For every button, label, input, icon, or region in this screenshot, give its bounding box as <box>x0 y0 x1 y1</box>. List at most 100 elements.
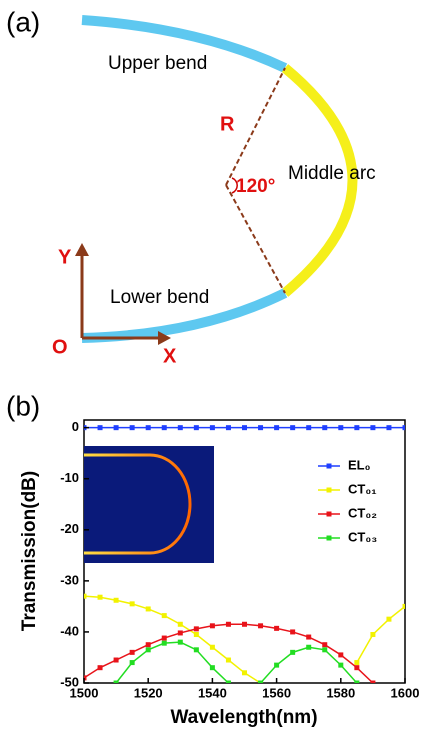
data-point <box>162 613 167 618</box>
radius-line <box>226 185 285 293</box>
data-point <box>306 635 311 640</box>
y-tick-label: 0 <box>72 419 79 434</box>
label: Upper bend <box>108 53 207 74</box>
legend-marker <box>327 536 332 541</box>
data-point <box>130 660 135 665</box>
y-tick-label: -20 <box>60 521 79 536</box>
data-point <box>194 647 199 652</box>
label: Lower bend <box>110 287 209 308</box>
y-tick-label: -30 <box>60 572 79 587</box>
data-point <box>306 425 311 430</box>
data-point <box>338 663 343 668</box>
data-point <box>130 601 135 606</box>
radius-line <box>226 68 285 185</box>
inset <box>84 446 214 563</box>
y-axis-title: Transmission(dB) <box>19 471 40 631</box>
data-point <box>370 425 375 430</box>
data-point <box>210 665 215 670</box>
data-point <box>130 650 135 655</box>
figure: (a) Upper bend R 120° Middle arc Y Lower… <box>0 0 425 733</box>
data-point <box>258 425 263 430</box>
data-point <box>114 681 119 686</box>
data-point <box>194 425 199 430</box>
data-point <box>370 632 375 637</box>
x-tick-label: 1600 <box>391 685 420 700</box>
data-point <box>114 425 119 430</box>
data-point <box>210 425 215 430</box>
data-point <box>114 598 119 603</box>
data-point <box>98 595 103 600</box>
data-point <box>403 604 408 609</box>
data-point <box>114 658 119 663</box>
data-point <box>162 641 167 646</box>
legend-label: CT₀₂ <box>348 505 377 520</box>
data-point <box>322 647 327 652</box>
data-point <box>146 647 151 652</box>
data-point <box>386 425 391 430</box>
legend-label: CT₀₃ <box>348 529 377 544</box>
data-point <box>338 652 343 657</box>
data-point <box>146 606 151 611</box>
arrow-head <box>75 243 89 256</box>
data-point <box>242 622 247 627</box>
data-point <box>98 665 103 670</box>
panel-label: (a) <box>6 6 40 37</box>
data-point <box>178 630 183 635</box>
data-point <box>258 623 263 628</box>
data-point <box>354 660 359 665</box>
data-point <box>162 636 167 641</box>
x-tick-label: 1520 <box>134 685 163 700</box>
data-point <box>194 626 199 631</box>
data-point <box>354 425 359 430</box>
label: Y <box>58 246 72 268</box>
data-point <box>242 425 247 430</box>
legend-label: CT₀₁ <box>348 481 377 496</box>
y-tick-label: -40 <box>60 623 79 638</box>
data-point <box>274 663 279 668</box>
label: R <box>220 113 235 135</box>
x-axis-title: Wavelength(nm) <box>170 707 317 728</box>
label: X <box>163 345 177 367</box>
data-point <box>242 670 247 675</box>
data-point <box>274 425 279 430</box>
data-point <box>146 642 151 647</box>
data-point <box>178 622 183 627</box>
label: O <box>52 336 68 358</box>
x-tick-label: 1560 <box>262 685 291 700</box>
data-point <box>370 681 375 686</box>
legend-marker <box>327 512 332 517</box>
data-point <box>146 425 151 430</box>
label: Middle arc <box>288 163 376 184</box>
data-point <box>130 425 135 430</box>
data-point <box>322 642 327 647</box>
data-point <box>194 632 199 637</box>
panel-label: (b) <box>6 390 40 421</box>
data-point <box>290 425 295 430</box>
y-tick-label: -50 <box>60 674 79 689</box>
data-point <box>178 640 183 645</box>
legend-marker <box>327 464 332 469</box>
series-line <box>116 642 357 683</box>
x-tick-label: 1540 <box>198 685 227 700</box>
data-point <box>210 645 215 650</box>
legend-marker <box>327 488 332 493</box>
data-point <box>306 645 311 650</box>
data-point <box>386 617 391 622</box>
data-point <box>338 425 343 430</box>
data-point <box>98 425 103 430</box>
data-point <box>274 626 279 631</box>
y-tick-label: -10 <box>60 470 79 485</box>
data-point <box>354 665 359 670</box>
data-point <box>226 425 231 430</box>
data-point <box>290 629 295 634</box>
data-point <box>403 425 408 430</box>
label: 120° <box>236 176 275 197</box>
data-point <box>162 425 167 430</box>
data-point <box>210 623 215 628</box>
data-point <box>82 594 87 599</box>
data-point <box>226 622 231 627</box>
data-point <box>290 650 295 655</box>
data-point <box>226 658 231 663</box>
data-point <box>322 425 327 430</box>
x-tick-label: 1580 <box>326 685 355 700</box>
